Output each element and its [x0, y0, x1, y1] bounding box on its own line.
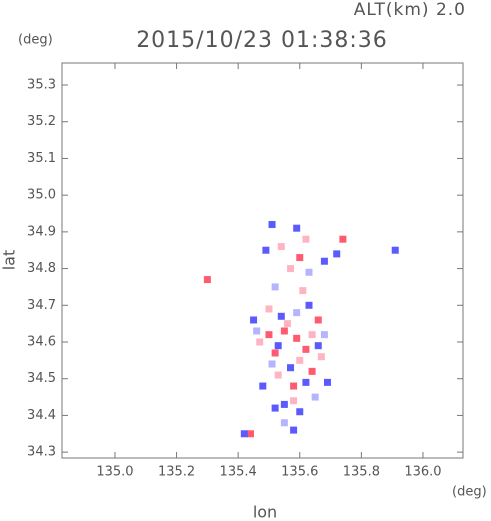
point: [271, 404, 279, 412]
point: [290, 397, 298, 405]
point: [308, 331, 316, 339]
x-tick-label: 135.8: [343, 465, 380, 480]
point: [302, 378, 310, 386]
point: [265, 331, 273, 339]
point: [280, 400, 288, 408]
point: [320, 257, 328, 265]
y-tick-label: 34.7: [27, 298, 56, 313]
point: [314, 316, 322, 324]
point: [203, 276, 211, 284]
point: [293, 309, 301, 317]
point: [280, 327, 288, 335]
y-tick-label: 34.9: [27, 224, 56, 239]
y-tick-label: 34.6: [27, 334, 56, 349]
x-unit: (deg): [452, 485, 487, 500]
plot-frame: [61, 62, 464, 459]
point: [296, 356, 304, 364]
point: [339, 235, 347, 243]
point: [287, 364, 295, 372]
point: [268, 360, 276, 368]
y-tick-label: 35.0: [27, 188, 56, 203]
point: [240, 430, 248, 438]
point: [296, 408, 304, 416]
point: [271, 283, 279, 291]
point: [391, 246, 399, 254]
chart-title: 2015/10/23 01:38:36: [136, 28, 388, 53]
x-tick-label: 136.0: [404, 465, 441, 480]
point: [277, 312, 285, 320]
point: [253, 327, 261, 335]
y-tick-label: 34.3: [27, 445, 56, 460]
point: [314, 342, 322, 350]
point: [290, 382, 298, 390]
point: [280, 419, 288, 427]
point: [283, 320, 291, 328]
x-tick-label: 135.6: [281, 465, 318, 480]
point: [302, 345, 310, 353]
x-tick-label: 135.4: [220, 465, 257, 480]
point: [293, 334, 301, 342]
point: [250, 316, 258, 324]
y-tick-label: 35.1: [27, 151, 56, 166]
point: [323, 378, 331, 386]
y-tick-label: 35.3: [27, 78, 56, 93]
point: [317, 353, 325, 361]
point: [290, 426, 298, 434]
point: [333, 250, 341, 258]
y-tick-label: 34.4: [27, 408, 56, 423]
point: [293, 224, 301, 232]
point: [296, 254, 304, 262]
point: [320, 331, 328, 339]
point: [274, 342, 282, 350]
point: [262, 246, 270, 254]
point: [299, 287, 307, 295]
x-axis-title: lon: [253, 503, 277, 521]
x-tick-label: 135.2: [158, 465, 195, 480]
point: [305, 301, 313, 309]
point: [259, 382, 267, 390]
point: [271, 349, 279, 357]
y-unit: (deg): [18, 33, 53, 48]
point: [246, 430, 254, 438]
point: [268, 221, 276, 229]
point: [305, 268, 313, 276]
point: [256, 338, 264, 346]
point: [274, 371, 282, 379]
point: [287, 265, 295, 273]
y-axis-title: lat: [0, 250, 19, 271]
x-tick-label: 135.0: [96, 465, 133, 480]
y-tick-label: 35.2: [27, 114, 56, 129]
altitude-label: ALT(km) 2.0: [354, 0, 466, 20]
point: [311, 393, 319, 401]
point: [277, 243, 285, 251]
y-tick-label: 34.8: [27, 261, 56, 276]
point: [302, 235, 310, 243]
point: [308, 367, 316, 375]
y-tick-label: 34.5: [27, 371, 56, 386]
point: [265, 305, 273, 313]
